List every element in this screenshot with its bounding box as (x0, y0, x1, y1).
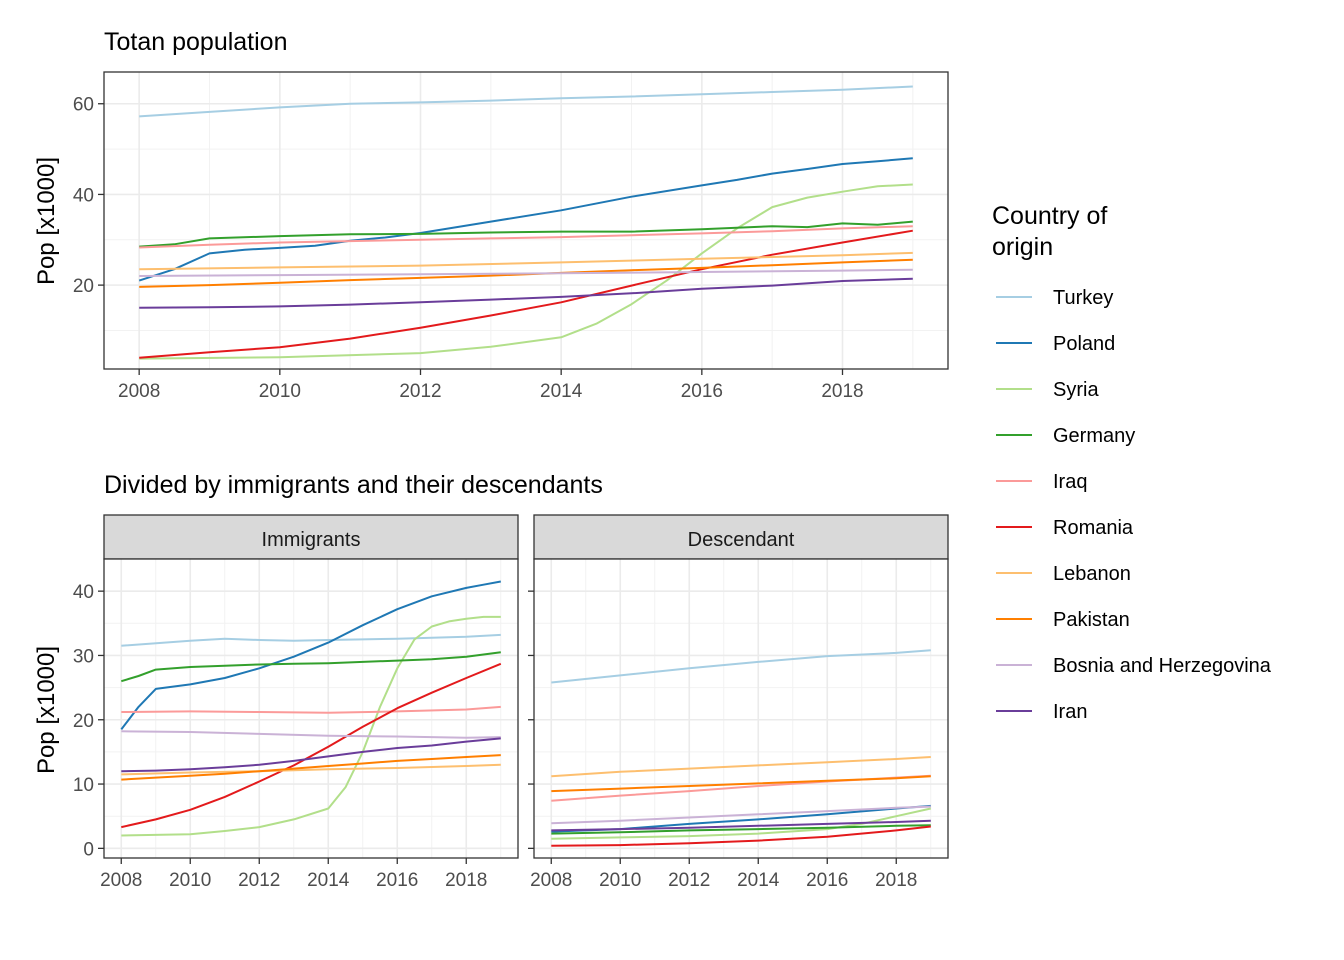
legend-item-poland: Poland (996, 333, 1115, 355)
x-tick-label: 2018 (445, 870, 487, 891)
x-tick-label: 2010 (599, 870, 641, 891)
x-tick-label: 2010 (169, 870, 211, 891)
x-tick-label: 2016 (681, 381, 723, 402)
legend-label-pakistan: Pakistan (1053, 609, 1130, 631)
series-line-syria-total (139, 183, 913, 360)
legend: Country of origin Turkey Poland Syria Germa… (992, 202, 1272, 723)
x-tick-label: 2012 (238, 870, 280, 891)
series-line-iran-descendant (551, 819, 931, 832)
series-line-syria-descendant (551, 807, 932, 840)
y-tick-label: 10 (73, 775, 94, 796)
panel-border-total (103, 71, 949, 370)
legend-item-iraq: Iraq (996, 471, 1087, 493)
series-line-turkey-total (139, 85, 913, 118)
facet-label-immigrants: Immigrants (262, 529, 361, 551)
panel-border-descendant (533, 558, 949, 859)
series-line-bosnia-and-herzegovina-total (139, 268, 913, 277)
y-axis-label-divided: Pop [x1000] (33, 646, 60, 774)
y-tick-label: 40 (73, 582, 94, 603)
y-tick-label: 30 (73, 646, 94, 667)
series-line-germany-descendant (551, 824, 931, 835)
series-line-germany-total (139, 220, 913, 248)
x-tick-label: 2016 (806, 870, 848, 891)
x-tick-label: 2018 (875, 870, 917, 891)
chart-title-divided: Divided by immigrants and their descenda… (104, 471, 603, 499)
facet-label-descendant: Descendant (688, 529, 795, 551)
series-line-bosnia-and-herzegovina-immigrants (121, 730, 501, 739)
legend-label-germany: Germany (1053, 425, 1135, 447)
series-line-pakistan-descendant (551, 775, 931, 793)
series-line-romania-descendant (551, 825, 931, 847)
series-line-turkey-immigrants (121, 633, 501, 647)
y-axis-label-total: Pop [x1000] (33, 157, 60, 285)
panel-background-total (104, 72, 948, 369)
x-tick-label: 2018 (821, 381, 863, 402)
x-tick-label: 2008 (100, 870, 142, 891)
plot-panel-immigrants: 2008 2010 2012 2014 2016 2018 0 10 20 30 40 (73, 558, 519, 891)
legend-item-lebanon: Lebanon (996, 563, 1131, 585)
legend-label-turkey: Turkey (1053, 287, 1113, 309)
series-line-syria-immigrants (121, 615, 501, 837)
legend-label-iran: Iran (1053, 701, 1087, 723)
legend-item-syria: Syria (996, 379, 1099, 401)
x-tick-label: 2008 (118, 381, 160, 402)
legend-item-turkey: Turkey (996, 287, 1113, 309)
x-tick-label: 2014 (307, 870, 350, 891)
series-line-romania-total (139, 229, 913, 359)
series-line-romania-immigrants (121, 662, 502, 829)
series-line-pakistan-immigrants (121, 754, 501, 781)
x-tick-label: 2016 (376, 870, 418, 891)
series-line-lebanon-total (139, 251, 913, 271)
series-line-iraq-immigrants (121, 705, 501, 714)
legend-label-lebanon: Lebanon (1053, 563, 1131, 585)
facet-strip-descendant: Descendant (533, 514, 949, 560)
x-tick-label: 2012 (668, 870, 710, 891)
legend-item-germany: Germany (996, 425, 1135, 447)
x-tick-label: 2014 (540, 381, 583, 402)
legend-title-line-2: origin (992, 233, 1053, 261)
series-line-bosnia-and-herzegovina-descendant (551, 805, 931, 825)
plot-panel-descendant: 2008 2010 2012 2014 2016 2018 (528, 558, 949, 891)
series-line-iraq-total (139, 225, 913, 249)
y-tick-label: 40 (73, 185, 94, 206)
series-line-iran-immigrants (121, 737, 501, 773)
legend-title-line-1: Country of (992, 202, 1107, 230)
panel-background-descendant (534, 559, 948, 858)
series-line-lebanon-descendant (551, 756, 931, 778)
legend-item-iran: Iran (996, 701, 1087, 723)
y-tick-label: 20 (73, 276, 94, 297)
legend-label-syria: Syria (1053, 379, 1099, 401)
panel-border-immigrants (103, 558, 519, 859)
series-line-germany-immigrants (121, 651, 501, 683)
legend-item-bosnia-and-herzegovina: Bosnia and Herzegovina (996, 655, 1272, 677)
x-tick-label: 2010 (259, 381, 301, 402)
legend-label-romania: Romania (1053, 517, 1134, 539)
y-tick-label: 20 (73, 711, 94, 732)
legend-label-poland: Poland (1053, 333, 1115, 355)
y-tick-label: 60 (73, 95, 94, 116)
x-tick-label: 2012 (399, 381, 441, 402)
legend-item-pakistan: Pakistan (996, 609, 1130, 631)
legend-label-bosnia-and-herzegovina: Bosnia and Herzegovina (1053, 655, 1272, 677)
plot-panel-total: 2008 2010 2012 2014 2016 2018 20 40 60 (73, 71, 949, 402)
x-tick-label: 2014 (737, 870, 780, 891)
chart-title-total: Totan population (104, 28, 287, 56)
series-line-turkey-descendant (551, 649, 931, 684)
panel-background-immigrants (104, 559, 518, 858)
series-line-poland-immigrants (120, 580, 501, 731)
facet-strip-immigrants: Immigrants (103, 514, 519, 560)
series-line-iran-total (139, 277, 913, 309)
series-line-lebanon-immigrants (121, 763, 501, 776)
legend-label-iraq: Iraq (1053, 471, 1087, 493)
x-tick-label: 2008 (530, 870, 572, 891)
y-tick-label: 0 (83, 839, 94, 860)
legend-item-romania: Romania (996, 517, 1134, 539)
series-line-poland-total (138, 157, 913, 282)
